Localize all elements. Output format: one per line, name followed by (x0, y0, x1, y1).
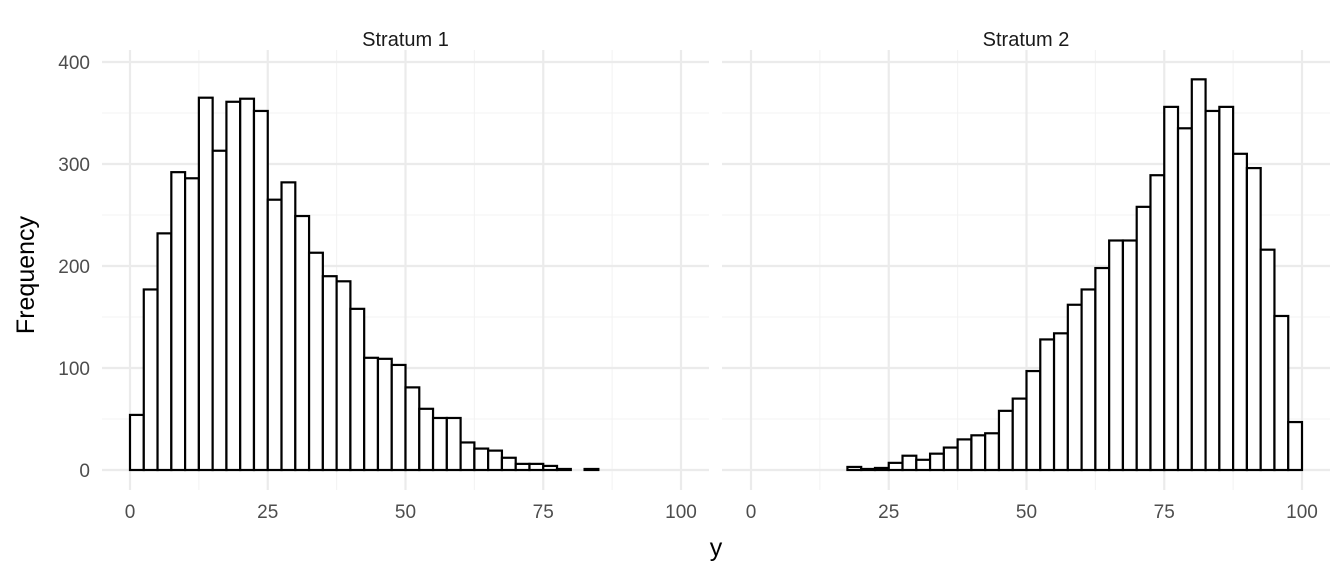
x-tick-label: 75 (533, 502, 554, 523)
histogram-bar (211, 149, 228, 472)
x-tick-label: 100 (1286, 502, 1318, 523)
x-tick-label: 50 (395, 502, 416, 523)
y-tick-label: 400 (58, 53, 90, 74)
histogram-bar (901, 454, 918, 472)
histogram-bar (997, 409, 1014, 472)
histogram-bar (915, 458, 932, 472)
histogram-bar (528, 462, 545, 472)
histogram-bar (307, 251, 324, 472)
histogram-bar (1245, 166, 1262, 472)
histogram-bar (321, 275, 338, 472)
histogram-bar (514, 462, 531, 472)
histogram-bar (349, 307, 366, 472)
histogram-bar (542, 464, 559, 472)
histogram-bar (390, 363, 407, 472)
histogram-bar (1066, 303, 1083, 472)
histogram-bar (1108, 239, 1125, 472)
histogram-bar (1176, 127, 1193, 472)
histogram-bar (459, 441, 476, 472)
histogram-bar (294, 214, 311, 472)
x-tick-label: 0 (125, 502, 136, 523)
panel-2: Stratum 2 0 25 50 75 100 (722, 29, 1330, 523)
histogram-bar (142, 288, 159, 472)
histogram-bar (1149, 174, 1166, 472)
histogram-bar (197, 96, 214, 472)
histogram-bar (431, 416, 448, 472)
histogram-bar (1232, 152, 1248, 472)
histogram-bar (956, 438, 973, 472)
histogram-bar (266, 198, 283, 472)
histogram-bar (873, 466, 890, 472)
y-tick-label: 0 (79, 461, 90, 482)
histogram-bar (1163, 105, 1180, 472)
histogram-bar (445, 416, 462, 472)
x-tick-label: 25 (878, 502, 899, 523)
histogram-bar (1094, 266, 1111, 472)
histogram-bar (970, 434, 987, 472)
histogram-bar (1259, 248, 1276, 472)
x-tick-label: 75 (1154, 502, 1175, 523)
histogram-bar (942, 446, 959, 472)
histogram-bar (860, 467, 877, 472)
histogram-bar (555, 467, 572, 472)
histogram-bar (887, 461, 904, 472)
panel-title: Stratum 1 (362, 29, 449, 51)
panel-1: Stratum 1 0 25 50 75 100 0 100 200 300 400 (58, 29, 709, 523)
panel-title: Stratum 2 (983, 29, 1070, 51)
histogram-bar (1080, 288, 1097, 472)
histogram-bar (363, 356, 380, 472)
histogram-bar (487, 449, 504, 472)
x-tick-label: 50 (1016, 502, 1037, 523)
histogram-bar (404, 386, 421, 472)
histogram-bar (1190, 78, 1207, 472)
histogram-bar (1287, 420, 1304, 472)
histogram-bar (156, 232, 173, 472)
histogram-bar (1039, 338, 1056, 472)
histogram-bar (928, 452, 945, 472)
histogram-bar (1121, 239, 1138, 472)
histogram-bar (184, 177, 200, 472)
histogram-bar (1025, 369, 1042, 472)
histogram-bar (128, 413, 145, 472)
histogram-bar (1273, 314, 1290, 472)
histogram-bar (1135, 205, 1152, 472)
histogram-bar (335, 280, 352, 472)
histogram-bar (583, 467, 600, 472)
y-tick-label: 200 (58, 257, 90, 278)
histogram-bar (984, 432, 1001, 472)
histogram-bar (846, 465, 863, 472)
y-axis-title: Frequency (12, 215, 40, 334)
panels: Stratum 10 25 50 75 1000100200300400Stratum … (58, 29, 1330, 523)
y-tick-label: 100 (58, 359, 90, 380)
x-tick-label: 100 (665, 502, 697, 523)
histogram-bar (252, 109, 269, 472)
histogram-bar (1204, 109, 1221, 472)
histogram-bar (1218, 105, 1235, 472)
histogram-bar (1052, 332, 1069, 472)
x-axis-title: y (710, 534, 723, 562)
histogram-bar (473, 447, 490, 472)
histogram-bar (225, 100, 242, 472)
x-tick-label: 0 (746, 502, 757, 523)
histogram-bar (376, 357, 393, 472)
histogram-bar (500, 456, 517, 472)
histogram-bar (418, 407, 435, 472)
y-tick-label: 300 (58, 155, 90, 176)
histogram-bar (170, 171, 187, 472)
histogram-bar (280, 181, 297, 472)
histogram-bar (239, 97, 256, 472)
x-tick-label: 25 (257, 502, 278, 523)
histogram-bar (1011, 397, 1028, 472)
